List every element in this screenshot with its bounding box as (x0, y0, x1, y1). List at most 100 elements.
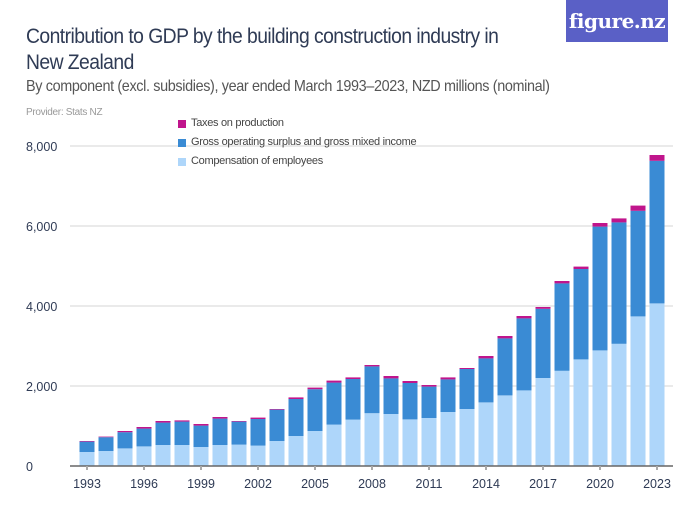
bar-gos (630, 210, 646, 317)
bar-taxes (155, 421, 171, 423)
bar-gos (212, 418, 228, 445)
bar-taxes (212, 417, 228, 419)
bar-taxes (117, 431, 133, 433)
chart-subtitle: By component (excl. subsidies), year end… (26, 78, 550, 95)
bar-gos (554, 283, 570, 371)
bar-gos (117, 432, 133, 449)
bar-gos (402, 383, 418, 420)
bar-taxes (288, 397, 304, 399)
bar-comp (288, 436, 304, 466)
bar-gos (98, 437, 114, 451)
bar-gos (649, 160, 665, 304)
bar-gos (440, 379, 456, 412)
bar-taxes (231, 421, 247, 422)
legend-swatch-gos (178, 139, 186, 147)
x-tick-label: 2020 (586, 477, 614, 491)
bar-comp (193, 447, 209, 466)
bar-taxes (326, 380, 342, 383)
x-tick-label: 2005 (301, 477, 329, 491)
x-tick-label: 1999 (187, 477, 215, 491)
bar-comp (250, 445, 266, 466)
provider-label: Provider: Stats NZ (26, 107, 103, 118)
bar-taxes (98, 436, 114, 438)
x-tick-label: 1993 (73, 477, 101, 491)
bar-gos (383, 378, 399, 414)
legend-item-taxes: Taxes on production (178, 113, 416, 132)
bar-taxes (421, 385, 437, 387)
legend-label-taxes: Taxes on production (191, 116, 284, 129)
bar-taxes (459, 368, 475, 369)
bar-gos (421, 386, 437, 418)
bar-comp (592, 350, 608, 466)
bar-taxes (478, 356, 494, 359)
bar-gos (592, 226, 608, 351)
x-tick-label: 2002 (244, 477, 272, 491)
bar-comp (535, 378, 551, 466)
bar-taxes (383, 376, 399, 379)
bar-gos (516, 318, 532, 391)
bar-gos (535, 308, 551, 378)
bar-taxes (269, 409, 285, 410)
bar-gos (79, 441, 95, 452)
y-tick-label: 8,000 (26, 140, 57, 154)
bar-comp (459, 409, 475, 466)
legend-label-gos: Gross operating surplus and gross mixed … (191, 135, 417, 148)
legend-label-comp: Compensation of employees (191, 154, 323, 167)
bar-gos (155, 422, 171, 445)
bar-gos (326, 382, 342, 425)
bar-comp (364, 413, 380, 466)
bar-taxes (193, 424, 209, 426)
bar-taxes (402, 381, 418, 383)
bar-comp (117, 448, 133, 466)
y-tick-label: 0 (26, 460, 33, 474)
bar-taxes (573, 266, 589, 269)
bar-comp (269, 441, 285, 466)
bar-taxes (364, 365, 380, 367)
bar-comp (497, 395, 513, 466)
bar-taxes (649, 155, 665, 161)
bar-gos (250, 419, 266, 446)
bar-taxes (554, 281, 570, 284)
bar-gos (611, 222, 627, 344)
x-tick-label: 2017 (529, 477, 557, 491)
bar-taxes (345, 377, 361, 379)
bar-comp (440, 412, 456, 466)
bar-comp (516, 390, 532, 466)
bar-comp (611, 343, 627, 466)
bar-comp (421, 418, 437, 466)
bar-gos (459, 369, 475, 409)
bar-comp (79, 452, 95, 466)
figure-nz-logo[interactable]: figure.nz (566, 0, 668, 42)
bar-comp (174, 445, 190, 466)
x-tick-label: 2014 (472, 477, 500, 491)
bar-taxes (440, 377, 456, 380)
bar-taxes (250, 417, 266, 419)
bar-comp (554, 370, 570, 466)
bar-taxes (535, 307, 551, 309)
bar-comp (307, 431, 323, 466)
bar-comp (212, 445, 228, 466)
bar-comp (231, 444, 247, 466)
bar-comp (326, 424, 342, 466)
bar-gos (497, 338, 513, 396)
bar-gos (307, 389, 323, 431)
x-tick-label: 1996 (130, 477, 158, 491)
bar-taxes (611, 218, 627, 223)
bar-comp (383, 414, 399, 466)
bar-gos (174, 421, 190, 445)
bar-comp (345, 419, 361, 466)
bar-comp (478, 402, 494, 466)
bar-gos (288, 399, 304, 436)
legend-item-gos: Gross operating surplus and gross mixed … (178, 132, 417, 151)
y-tick-label: 4,000 (26, 300, 57, 314)
bar-comp (402, 419, 418, 466)
bar-taxes (307, 387, 323, 390)
bar-comp (630, 316, 646, 466)
legend-swatch-taxes (178, 120, 186, 128)
bar-gos (193, 425, 209, 447)
bar-taxes (174, 420, 190, 422)
legend: Taxes on production Gross operating surp… (178, 113, 417, 170)
bar-comp (98, 451, 114, 466)
